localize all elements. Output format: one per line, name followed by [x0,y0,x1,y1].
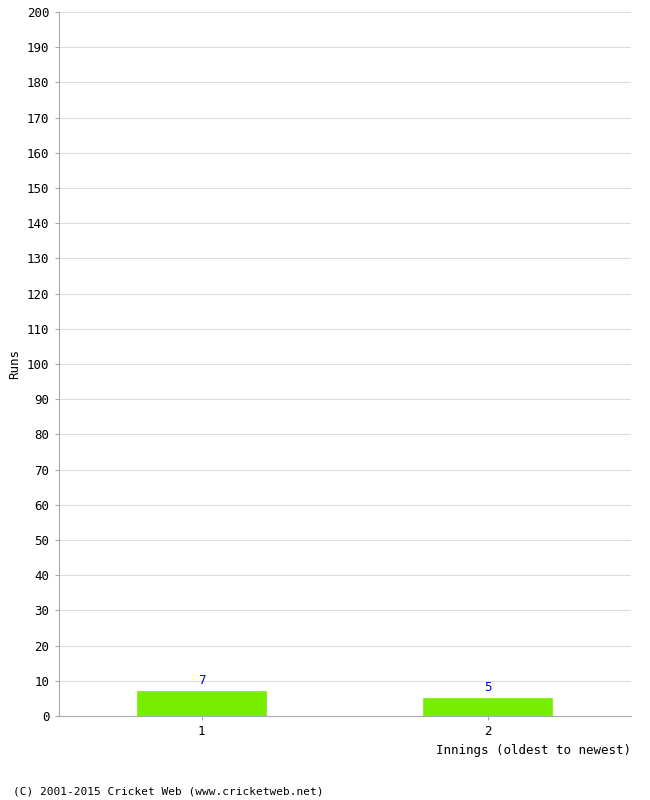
X-axis label: Innings (oldest to newest): Innings (oldest to newest) [436,743,630,757]
Text: 5: 5 [484,681,491,694]
Bar [137,691,266,716]
Text: (C) 2001-2015 Cricket Web (www.cricketweb.net): (C) 2001-2015 Cricket Web (www.cricketwe… [13,786,324,796]
Text: 7: 7 [198,674,205,687]
Y-axis label: Runs: Runs [8,349,21,379]
Bar [423,698,552,716]
